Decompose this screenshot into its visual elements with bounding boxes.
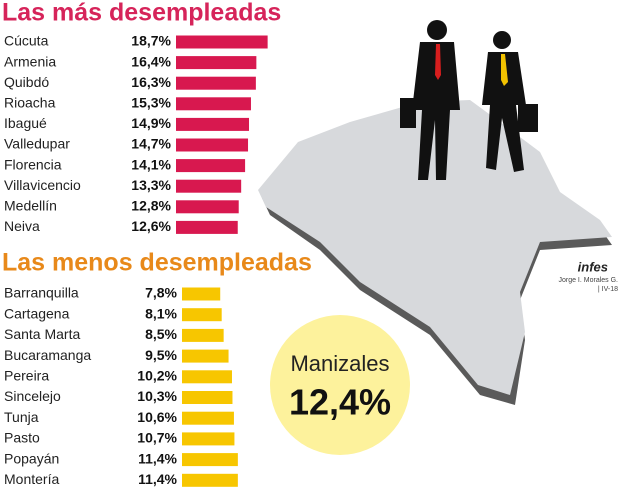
bar — [182, 370, 232, 384]
bar — [176, 179, 242, 193]
bar — [182, 349, 229, 363]
value-label: 11,4% — [138, 450, 177, 466]
value-label: 8,5% — [145, 326, 177, 342]
callout-label: Manizales — [290, 351, 389, 376]
bar — [176, 97, 251, 111]
category-label: Sincelejo — [4, 388, 61, 404]
category-label: Neiva — [4, 218, 40, 234]
category-label: Valledupar — [4, 136, 70, 152]
credit-author: Jorge I. Morales G. — [558, 277, 618, 284]
value-label: 10,6% — [137, 409, 177, 425]
chart-title: Las menos desempleadas — [2, 249, 312, 277]
map — [258, 100, 612, 405]
value-label: 14,1% — [131, 156, 171, 172]
value-label: 11,4% — [138, 471, 177, 487]
category-label: Santa Marta — [4, 326, 80, 342]
category-label: Cartagena — [4, 305, 70, 321]
value-label: 15,3% — [131, 95, 171, 111]
credit-date: | IV-18 — [598, 286, 618, 293]
bar — [176, 200, 239, 214]
bar — [182, 328, 224, 342]
bar — [182, 453, 238, 467]
value-label: 16,4% — [131, 53, 171, 69]
category-label: Popayán — [4, 450, 59, 466]
value-label: 10,7% — [137, 430, 177, 446]
businessmen — [400, 20, 538, 180]
value-label: 9,5% — [145, 347, 177, 363]
category-label: Montería — [4, 471, 59, 487]
value-label: 14,9% — [131, 115, 171, 131]
category-label: Rioacha — [4, 95, 56, 111]
bar — [176, 220, 238, 234]
value-label: 18,7% — [131, 33, 171, 49]
chart-title: Las más desempleadas — [2, 0, 281, 27]
bar — [176, 35, 268, 49]
category-label: Armenia — [4, 53, 56, 69]
callout-circle — [270, 315, 410, 455]
value-label: 16,3% — [131, 74, 171, 90]
category-label: Ibagué — [4, 115, 47, 131]
category-label: Cúcuta — [4, 33, 49, 49]
logo: infes — [578, 259, 608, 274]
value-label: 12,8% — [131, 198, 171, 214]
value-label: 14,7% — [131, 136, 171, 152]
value-label: 8,1% — [145, 305, 177, 321]
category-label: Tunja — [4, 409, 39, 425]
bar — [182, 308, 222, 322]
bar — [176, 76, 256, 90]
bar — [182, 287, 221, 301]
bar — [176, 56, 257, 70]
category-label: Pereira — [4, 368, 49, 384]
bar — [182, 391, 233, 404]
category-label: Barranquilla — [4, 285, 79, 301]
category-label: Quibdó — [4, 74, 49, 90]
category-label: Pasto — [4, 430, 40, 446]
category-label: Medellín — [4, 198, 57, 214]
bar — [176, 159, 246, 173]
value-label: 13,3% — [131, 177, 171, 193]
bar — [182, 473, 238, 487]
value-label: 10,3% — [137, 388, 177, 404]
bar — [176, 138, 249, 152]
bar — [182, 411, 234, 425]
value-label: 12,6% — [131, 218, 171, 234]
callout-value: 12,4% — [289, 382, 391, 423]
category-label: Bucaramanga — [4, 347, 91, 363]
bar — [182, 432, 235, 446]
bar — [176, 117, 250, 131]
category-label: Florencia — [4, 156, 62, 172]
value-label: 10,2% — [137, 368, 177, 384]
value-label: 7,8% — [145, 285, 177, 301]
category-label: Villavicencio — [4, 177, 81, 193]
